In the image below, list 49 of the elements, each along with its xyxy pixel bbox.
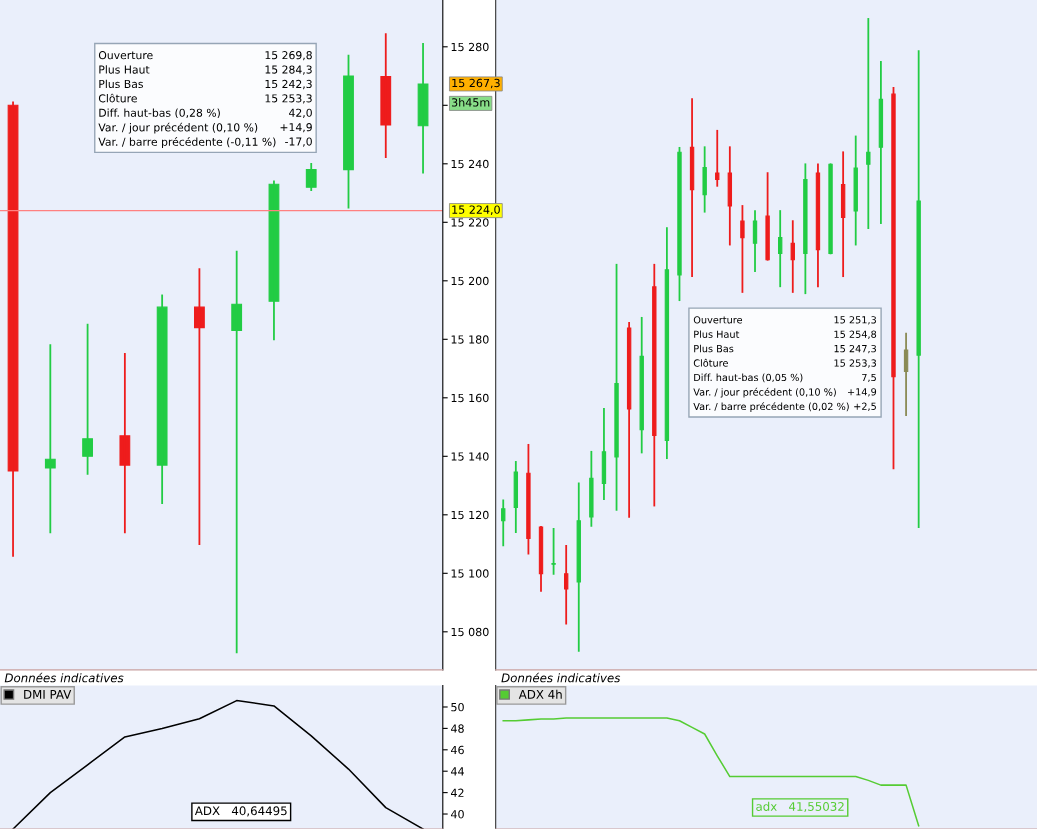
y-tick-label: 50: [451, 702, 464, 712]
y-tick-label: 48: [450, 724, 464, 733]
y-tick-label: 42: [450, 788, 464, 797]
text: 3h45m: [451, 98, 490, 107]
y-tick-label: 15 280: [451, 42, 489, 52]
candlestick: [526, 443, 531, 555]
ref-line-label: 15 224,0: [452, 205, 500, 215]
annotation: ADX 40,64495: [194, 806, 287, 817]
annotation: 15 267,3: [452, 78, 500, 89]
candlestick: [828, 163, 833, 255]
legend-label: ADX 4h: [518, 689, 562, 699]
text: Diff. haut-bas (0,05 %) 7,5: [694, 373, 876, 383]
candlestick: [343, 54, 354, 209]
y-tick-label: 15 240: [451, 159, 489, 169]
legend-label: DMI PAV: [24, 690, 72, 699]
text: Plus Bas 15 247,3: [694, 344, 876, 354]
candlestick: [677, 146, 682, 302]
candlestick: [614, 263, 619, 511]
text: Plus Haut 15 284,3: [99, 65, 312, 75]
text: Plus Haut 15 254,8: [694, 330, 877, 339]
y-tick-label: 15 160: [451, 393, 489, 403]
y-tick-label: 44: [450, 767, 464, 776]
candlestick: [551, 528, 556, 575]
annotation: Var. / barre précédente (0,02 %) +2,5: [693, 402, 876, 412]
annotation: Var. / barre précédente (-0,11 %) -17,0: [98, 137, 312, 148]
text: Ouverture 15 269,8: [98, 51, 312, 61]
annotation: adx 41,55032: [756, 801, 844, 813]
text: Clôture 15 253,3: [693, 358, 876, 368]
line-series: [12, 699, 424, 829]
y-tick-label: 15 120: [451, 510, 489, 520]
text: Plus Bas 15 242,3: [99, 79, 312, 90]
y-tick-label: 15 180: [451, 335, 489, 344]
y-tick-label: 46: [450, 745, 464, 755]
text: Données indicatives: [501, 672, 621, 683]
y-tick-label: 15 220: [451, 218, 489, 227]
candlestick: [82, 323, 93, 475]
y-tick-label: 40: [450, 809, 464, 819]
text: Données indicatives: [4, 672, 124, 683]
text: Clôture 15 253,3: [98, 93, 312, 104]
text: Var. / jour précédent (0,10 %) +14,9: [693, 387, 877, 398]
candlestick: [891, 86, 896, 470]
candlestick: [194, 268, 205, 545]
y-tick-label: 15 080: [451, 627, 489, 637]
text: Ouverture 15 251,3: [693, 316, 876, 325]
y-tick-label: 15 200: [451, 276, 489, 286]
y-tick-label: 15 100: [451, 569, 489, 578]
text: Var. / jour précédent (0,10 %) +14,9: [98, 122, 312, 134]
y-tick-label: 15 140: [451, 452, 489, 461]
text: Diff. haut-bas (0,28 %) 42,0: [99, 108, 312, 119]
